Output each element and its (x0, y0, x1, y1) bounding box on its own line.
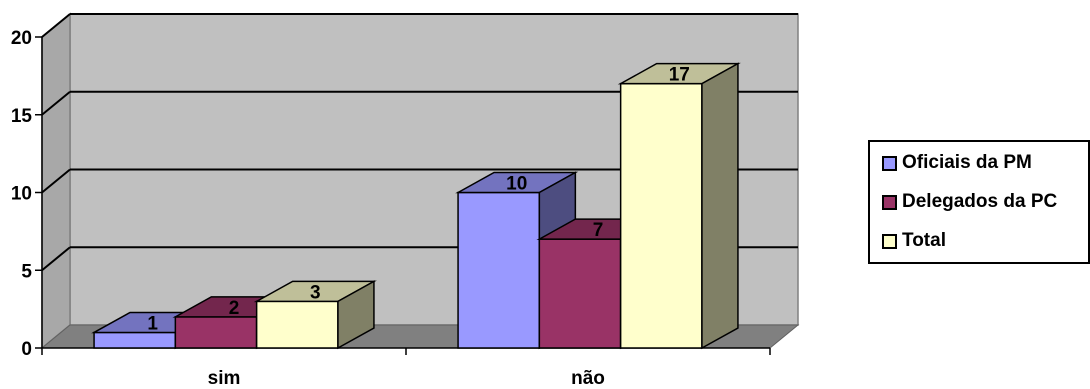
data-labels: 1 2 3 10 7 17 (147, 65, 689, 335)
y-tick-label: 10 (11, 184, 32, 205)
x-tick-label: sim (208, 368, 241, 389)
legend-label-delegados: Delegados da PC (902, 191, 1058, 212)
legend-item-delegados: Delegados da PC (882, 189, 1057, 215)
y-tick-label: 15 (11, 106, 33, 127)
y-tick-label: 20 (11, 28, 32, 49)
bar-front (93, 331, 177, 349)
bar (253, 280, 377, 350)
data-label: 1 (147, 313, 158, 334)
data-label: 17 (669, 65, 690, 86)
gridline-side (41, 168, 71, 194)
data-label: 3 (310, 282, 321, 303)
bar-front (619, 82, 703, 349)
legend-swatch-total (882, 233, 897, 249)
y-tick-label: 5 (21, 261, 32, 282)
bar-front (255, 300, 339, 349)
bar-front (457, 191, 541, 349)
legend-item-oficiais: Oficiais da PM (882, 150, 1032, 176)
data-label: 10 (506, 174, 527, 195)
data-label: 2 (229, 298, 240, 319)
bar-front (538, 238, 622, 349)
legend-label-oficiais: Oficiais da PM (902, 152, 1032, 173)
data-label: 7 (593, 220, 604, 241)
gridline-side (41, 13, 71, 38)
legend: Oficiais da PM Delegados da PC Total (868, 140, 1090, 264)
bar-side (337, 280, 375, 350)
gridline-side (41, 90, 71, 116)
gridline-side (41, 246, 71, 272)
y-tick-label: 0 (21, 339, 32, 360)
bars (91, 62, 741, 350)
x-tick-label: não (571, 368, 605, 389)
bar-side (701, 62, 739, 350)
bar-front (174, 316, 258, 349)
legend-swatch-oficiais (882, 155, 897, 171)
legend-item-total: Total (882, 228, 946, 254)
legend-swatch-delegados (882, 194, 897, 210)
bar (617, 62, 741, 350)
legend-label-total: Total (902, 230, 946, 251)
